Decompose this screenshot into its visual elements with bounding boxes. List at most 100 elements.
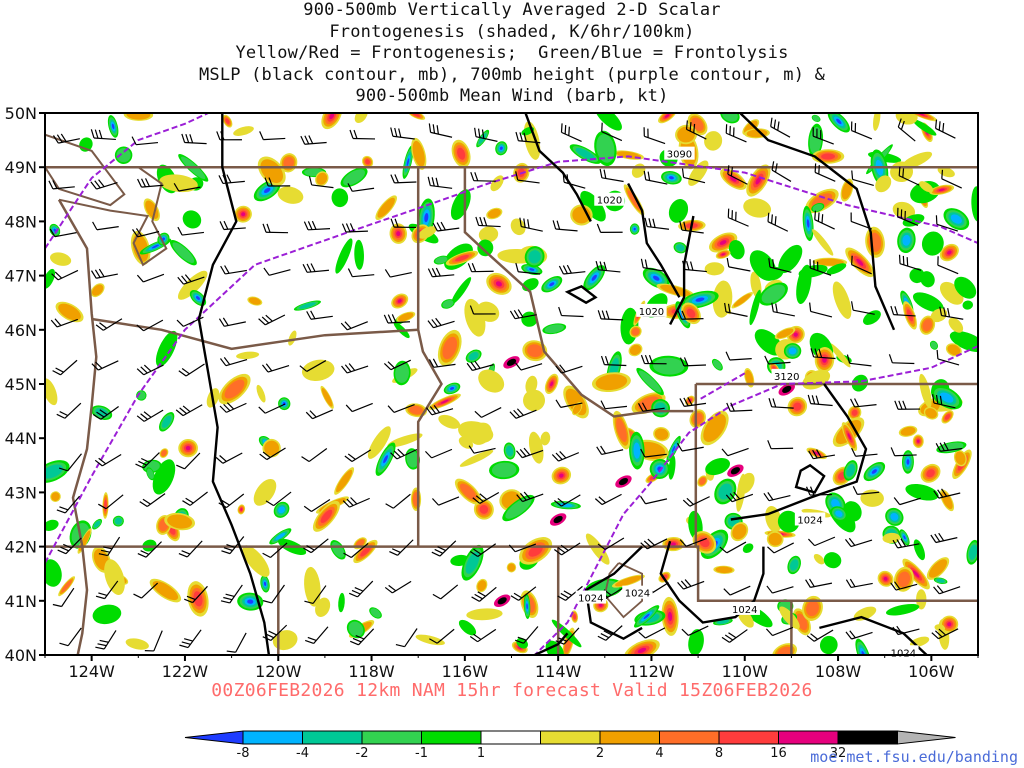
wind-barb (342, 497, 370, 508)
mslp-label: 1020 (639, 307, 664, 318)
wind-barb (131, 136, 159, 146)
source-url[interactable]: moe.met.fsu.edu/banding (810, 748, 1018, 766)
wind-barb (304, 585, 327, 605)
mslp-contour (627, 182, 681, 298)
wind-barb (812, 127, 834, 145)
wind-barb (810, 348, 836, 360)
mslp-label-bg (729, 601, 760, 615)
mslp-contour (659, 540, 765, 624)
mslp-contour (564, 285, 598, 305)
wind-barb (679, 357, 706, 367)
wind-barb (139, 493, 166, 508)
mslp-contour (534, 632, 569, 655)
wind-barb (49, 228, 77, 238)
wind-barb (385, 493, 411, 509)
wind-barb (432, 221, 460, 232)
wind-barb (305, 409, 333, 420)
puget-sound (58, 166, 168, 267)
wind-barb (892, 625, 920, 636)
wind-barb (95, 318, 123, 331)
wind-barb (181, 133, 207, 145)
wind-barb (509, 408, 537, 419)
lon-label: 118W (348, 662, 395, 681)
wind-barb (509, 309, 537, 320)
wind-barb (850, 121, 873, 140)
lat-label: 46N (5, 321, 37, 340)
mslp-label: 1024 (891, 648, 916, 659)
colorbar-tick-label: 8 (715, 746, 723, 761)
wind-barb (596, 445, 624, 455)
colorbar-tick-label: -2 (356, 746, 369, 761)
wind-barb (52, 133, 80, 144)
wind-barb (395, 628, 418, 648)
wind-barb (845, 630, 873, 640)
height-label-bg (771, 368, 802, 382)
lon-label: 120W (255, 662, 302, 681)
wind-barbs (48, 117, 964, 653)
wind-barb (469, 543, 497, 557)
wind-barb (640, 538, 668, 550)
lat-label: 42N (5, 538, 37, 557)
wind-barb (218, 493, 245, 509)
height-label-bg (664, 146, 695, 160)
wind-barb (721, 447, 749, 457)
map-axes: 50N 49N 48N 47N 46N 45N 44N 43N 42N 41N 40N 124W 122… (5, 104, 979, 681)
wind-barb (258, 314, 286, 326)
wind-barb (725, 124, 747, 143)
mslp-contour (197, 113, 271, 655)
wind-barb (723, 585, 751, 596)
wind-barb (933, 585, 961, 595)
wind-barb (850, 212, 873, 230)
wind-barb (846, 354, 872, 367)
wind-barb (640, 354, 667, 365)
wind-barb (182, 491, 208, 506)
wind-barb (340, 321, 368, 331)
wind-barb (721, 629, 748, 643)
wind-barb (519, 217, 543, 232)
wind-barb (219, 402, 247, 413)
wind-barb (805, 578, 833, 588)
wind-barb (178, 540, 203, 558)
wind-barb (347, 183, 375, 192)
wind-barb (58, 453, 82, 472)
wind-barb (258, 403, 286, 414)
wind-barb (132, 228, 160, 238)
wind-barb (262, 584, 285, 604)
wind-barb (558, 264, 586, 275)
wind-barb (515, 262, 541, 275)
wind-barb (724, 302, 748, 317)
lon-label: 110W (722, 662, 769, 681)
wind-barb (303, 498, 331, 513)
wind-barb (59, 627, 82, 647)
height-label: 3120 (774, 372, 799, 383)
colorbar-segment (302, 730, 363, 745)
wind-barb (176, 316, 204, 327)
colorbar: -8 -4 -2 -1 1 2 4 8 16 32 (184, 730, 956, 761)
wind-barb (892, 538, 920, 549)
wind-barb (852, 486, 880, 495)
state-border (91, 317, 419, 351)
frontogenesis-shading (45, 113, 978, 655)
wind-barb (56, 495, 81, 514)
height-contour (45, 113, 209, 250)
wind-barb (600, 355, 627, 367)
wind-barb (845, 537, 873, 548)
wind-barb (175, 404, 203, 417)
wind-barb (474, 407, 502, 418)
wind-barb (341, 223, 368, 233)
wind-barb (472, 491, 500, 504)
lon-label: 108W (815, 662, 862, 681)
wind-barb (719, 541, 747, 554)
wind-barb (771, 302, 795, 317)
wind-barb (178, 363, 205, 377)
wind-barb (850, 398, 877, 408)
wind-barb (98, 494, 124, 510)
height-contour (697, 372, 746, 402)
wind-barb (935, 119, 956, 139)
wind-barb (90, 129, 116, 141)
colorbar-segment (599, 730, 660, 745)
wind-barb (557, 585, 583, 601)
colorbar-segment (778, 730, 839, 745)
wind-barb (425, 405, 454, 416)
wind-barb (57, 537, 82, 555)
